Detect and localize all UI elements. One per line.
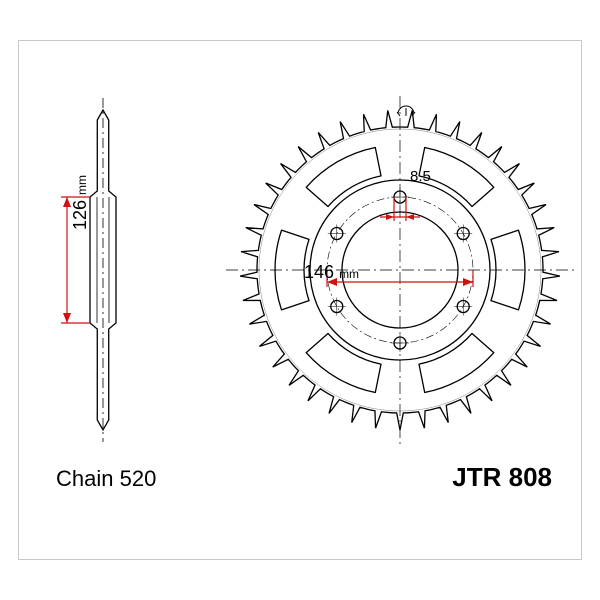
sprocket-diagram [40, 70, 580, 470]
